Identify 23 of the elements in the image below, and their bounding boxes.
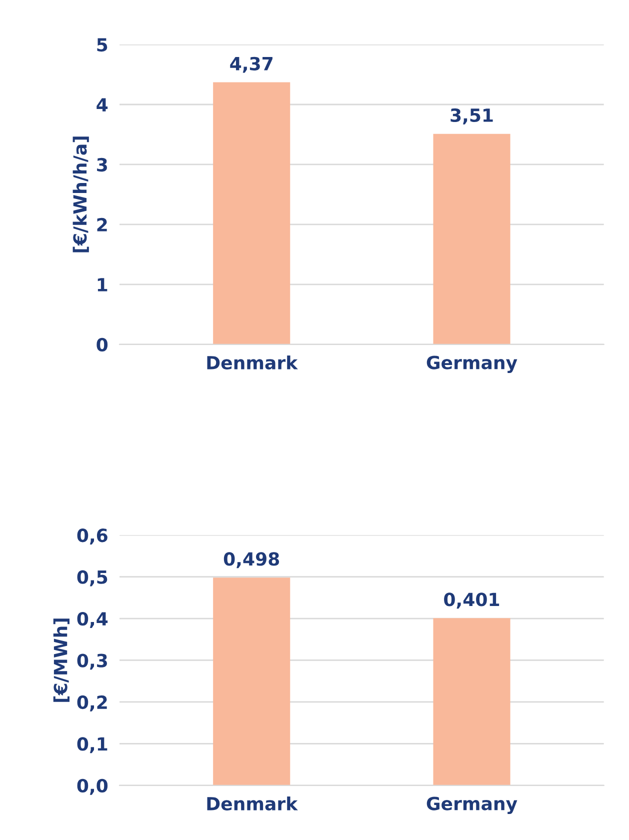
x-tick-label: Germany xyxy=(426,356,518,373)
y-tick-label: 5 xyxy=(97,38,108,52)
y-tick-label: 0 xyxy=(96,338,108,352)
y-tick-label: 0,3 xyxy=(77,654,107,670)
data-label: 3,51 xyxy=(450,108,493,124)
y-tick-label: 0,1 xyxy=(77,737,108,754)
x-tick-label: Germany xyxy=(426,796,518,814)
y-tick-label: 1 xyxy=(98,278,108,292)
y-tick-label: 0,6 xyxy=(77,528,108,545)
y-tick-label: 0,5 xyxy=(77,570,108,586)
x-tick-label: Denmark xyxy=(207,796,298,810)
y-axis-title: [€/kWh/h/a] xyxy=(72,136,89,252)
data-label: 4,37 xyxy=(230,56,272,73)
y-tick-label: 0,2 xyxy=(77,695,107,712)
y-tick-label: 0,4 xyxy=(77,612,108,628)
y-tick-label: 4 xyxy=(96,98,108,112)
y-tick-label: 3 xyxy=(97,158,107,172)
y-tick-label: 2 xyxy=(97,218,107,232)
x-tick-label: Denmark xyxy=(207,356,298,370)
y-axis-title: [€/MWh] xyxy=(53,618,70,702)
data-label: 0,498 xyxy=(224,552,280,568)
y-tick-label: 0,0 xyxy=(77,778,108,795)
data-label: 0,401 xyxy=(444,592,500,609)
